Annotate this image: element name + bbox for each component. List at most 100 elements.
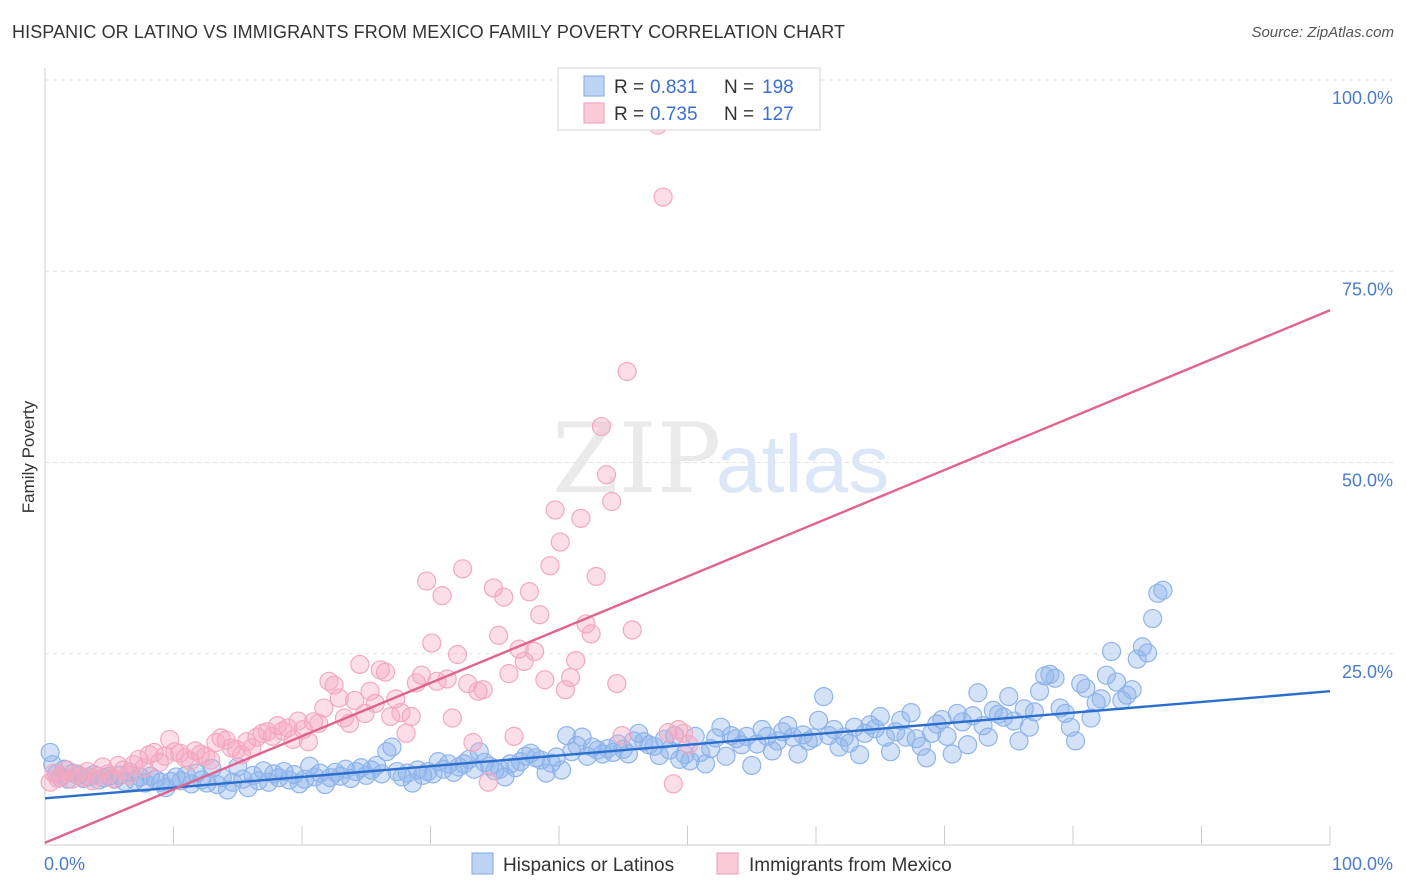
- point-s0-138: [742, 755, 762, 776]
- point-s1-71: [401, 706, 421, 727]
- point-s0-68: [382, 737, 402, 757]
- point-s0-211: [1117, 685, 1137, 705]
- point-s0-218: [1153, 580, 1173, 600]
- stats-r-value-hispanic: 0.831: [650, 77, 698, 98]
- stats-r-label-mexico: R =: [614, 104, 644, 125]
- point-s0-101: [551, 760, 572, 780]
- point-s1-27: [175, 748, 195, 768]
- point-s0-201: [1065, 731, 1086, 751]
- x-ticks: [173, 826, 1331, 845]
- point-s1-109: [596, 465, 617, 485]
- point-s1-86: [478, 772, 498, 792]
- point-s0-145: [778, 716, 798, 736]
- point-s1-24: [160, 729, 180, 750]
- point-s1-108: [591, 416, 612, 437]
- point-s1-104: [571, 508, 591, 528]
- point-s1-55: [319, 671, 339, 691]
- point-s1-106: [581, 624, 601, 644]
- legend-swatch-hispanic: [471, 852, 494, 875]
- point-s0-215: [1137, 643, 1158, 663]
- point-s1-66: [375, 662, 396, 682]
- watermark: ZIP atlas: [552, 403, 889, 515]
- point-s1-122: [663, 774, 683, 794]
- series-1-points: [40, 70, 699, 794]
- point-s0-94: [515, 746, 536, 766]
- point-s0-171: [911, 736, 931, 756]
- point-s0-182: [968, 683, 988, 703]
- point-s1-124: [674, 723, 694, 743]
- point-s1-123: [668, 719, 689, 740]
- stats-swatch-hispanic: [583, 75, 605, 97]
- point-s1-15: [113, 760, 133, 780]
- stats-box: R = 0.831 N = 198 R = 0.735 N = 127: [557, 67, 821, 131]
- point-s0-98: [536, 763, 556, 783]
- point-s0-155: [829, 737, 849, 757]
- legend-label-mexico: Immigrants from Mexico: [749, 855, 952, 876]
- stats-n-label-mexico: N =: [724, 104, 754, 125]
- point-s0-172: [916, 748, 937, 768]
- point-s1-113: [617, 361, 637, 382]
- point-s1-61: [350, 654, 370, 675]
- point-s1-91: [504, 726, 524, 746]
- point-s1-88: [489, 625, 509, 645]
- point-s1-44: [262, 726, 283, 746]
- point-s0-129: [695, 754, 716, 774]
- point-s1-32: [201, 750, 221, 770]
- point-s1-100: [550, 532, 570, 552]
- point-s1-39: [237, 732, 257, 752]
- x-tick-label-min: 0.0%: [44, 854, 85, 874]
- point-s1-79: [442, 708, 462, 728]
- point-s1-97: [535, 670, 555, 690]
- point-s0-190: [1009, 731, 1029, 751]
- point-s1-41: [247, 727, 267, 747]
- point-s1-103: [566, 651, 586, 671]
- point-s0-151: [808, 710, 829, 730]
- legend-swatch-mexico: [716, 852, 739, 875]
- point-s0-84: [464, 759, 484, 779]
- y-tick-label-0: 25.0%: [1342, 662, 1393, 682]
- point-s1-110: [602, 491, 622, 512]
- chart-title: HISPANIC OR LATINO VS IMMIGRANTS FROM ME…: [12, 22, 846, 42]
- chart-source: Source: ZipAtlas.com: [1251, 24, 1394, 41]
- point-s1-111: [607, 673, 627, 694]
- stats-r-value-mexico: 0.735: [650, 104, 698, 125]
- point-s1-3: [52, 765, 72, 785]
- point-s1-90: [499, 664, 519, 684]
- point-s0-196: [1040, 664, 1060, 685]
- point-s1-54: [314, 698, 334, 718]
- point-s1-93: [514, 651, 534, 672]
- point-s0-103: [562, 742, 582, 762]
- point-s0-214: [1132, 637, 1152, 657]
- trend-line-s1: [44, 309, 1331, 844]
- point-s0-99: [541, 753, 561, 773]
- point-s1-74: [417, 571, 437, 591]
- point-s0-152: [814, 686, 834, 707]
- point-s1-98: [540, 556, 560, 576]
- point-s0-105: [572, 727, 592, 747]
- stats-n-label-hispanic: N =: [724, 77, 754, 98]
- point-s1-85: [473, 680, 493, 700]
- point-s0-133: [716, 746, 736, 766]
- watermark-zip: ZIP: [552, 403, 721, 515]
- point-s0-165: [880, 742, 901, 762]
- point-s0-169: [901, 703, 921, 723]
- y-axis-title: Family Poverty: [19, 400, 38, 513]
- point-s1-96: [530, 605, 550, 625]
- point-s1-37: [226, 739, 247, 759]
- point-s1-101: [555, 680, 576, 700]
- point-s0-159: [850, 745, 870, 765]
- point-s1-63: [360, 681, 380, 701]
- point-s0-204: [1081, 708, 1101, 728]
- point-s1-120: [653, 187, 673, 207]
- legend-label-hispanic: Hispanics or Latinos: [503, 855, 674, 876]
- point-s0-108: [587, 740, 608, 760]
- point-s0-180: [958, 735, 978, 755]
- point-s1-57: [329, 688, 349, 708]
- point-s1-102: [560, 667, 581, 688]
- point-s1-95: [524, 641, 545, 662]
- point-s0-217: [1148, 583, 1168, 603]
- stats-swatch-mexico: [583, 102, 605, 124]
- point-s0-216: [1143, 608, 1163, 629]
- stats-n-value-mexico: 127: [762, 104, 794, 125]
- point-s0-212: [1122, 680, 1142, 700]
